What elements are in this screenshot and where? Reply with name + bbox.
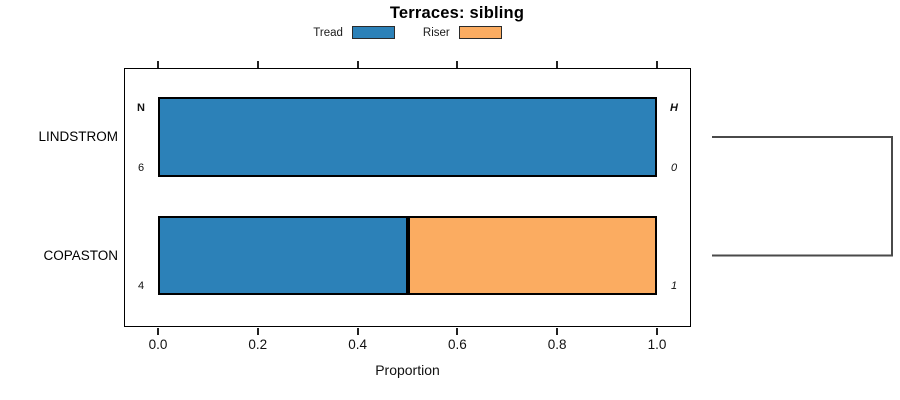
legend-swatch-tread [351,26,395,39]
legend-item-tread: Tread [313,26,395,39]
x-tick-top [256,61,259,68]
x-tick-bottom [356,328,359,335]
legend-swatch-riser [458,26,502,39]
x-tick-top [456,61,459,68]
h-column-header: H [670,102,678,114]
x-tick-bottom [456,328,459,335]
x-tick-top [157,61,159,68]
linkage-bracket-line [712,136,893,257]
x-tick-top [356,61,359,68]
x-tick-label: 0.2 [248,337,268,352]
x-tick-label: 1.0 [647,337,667,352]
h-value-lindstrom: 0 [670,162,678,174]
bar-segment-riser-copaston [407,216,657,295]
x-tick-label: 0.6 [448,337,467,352]
category-label-lindstrom: LINDSTROM [38,129,118,144]
chart-title: Terraces: sibling [389,4,525,22]
x-tick-label: 0.8 [547,337,567,352]
x-tick-top [556,61,559,68]
legend-label: Tread [313,26,343,39]
n-value-lindstrom: 6 [137,162,145,174]
legend-item-riser: Riser [423,26,502,39]
bar-segment-tread-copaston [158,216,408,295]
x-tick-label: 0.4 [348,337,367,352]
x-axis-title: Proportion [375,362,440,378]
x-tick-bottom [256,328,259,335]
bar-segment-tread-lindstrom [158,97,657,177]
legend: Tread Riser [124,26,691,39]
x-tick-bottom [656,328,658,335]
n-column-header: N [137,102,145,114]
x-tick-label: 0.0 [148,337,168,352]
x-tick-bottom [157,328,159,335]
x-tick-top [656,61,658,68]
h-value-copaston: 1 [670,280,678,292]
x-tick-bottom [556,328,559,335]
n-value-copaston: 4 [137,280,145,292]
legend-label: Riser [422,26,450,39]
category-label-copaston: COPASTON [43,247,118,263]
